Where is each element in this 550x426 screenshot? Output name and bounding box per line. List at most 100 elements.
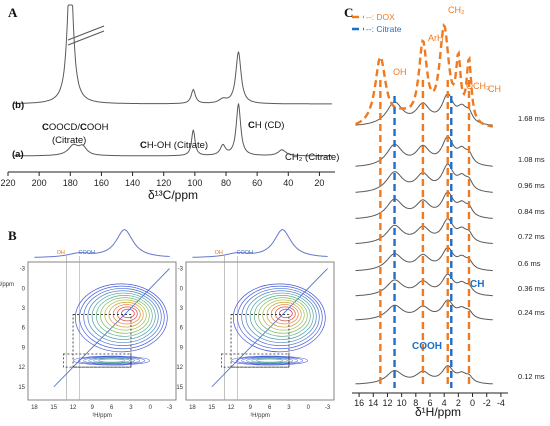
- panel-c-tick-label: 2: [456, 398, 461, 408]
- panel-b: 18 15 12 9 6 3 0 -3 -3 0 3 6 9 12 15 ¹H/ppm ¹H/ppm OH COOH…: [0, 229, 335, 419]
- contour-y-title: ¹H/ppm: [0, 282, 14, 288]
- contour-subplot: 18 15 12 9 6 3 0 -3 -3 0 3 6 9 12 15 ¹H/ppm ¹H/ppm OH COOH: [0, 229, 177, 419]
- panel-a-tick-label: 20: [314, 178, 324, 188]
- panel-label-c: C: [344, 5, 353, 20]
- panel-c-tick-label: -4: [497, 398, 505, 408]
- region-box-cross: [221, 353, 290, 368]
- contour-level: [253, 295, 311, 337]
- projection-trace: [192, 229, 328, 258]
- panel-c-tick-label: 6: [427, 398, 432, 408]
- contour-level: [79, 285, 165, 350]
- contour-ridge: [78, 356, 145, 365]
- mixing-time-label: 0.12 ms: [518, 372, 545, 381]
- peak-label-ch: CH: [488, 84, 501, 94]
- mixing-trace: [355, 135, 493, 167]
- contour-ridge: [256, 358, 283, 363]
- region-box: [72, 314, 132, 368]
- panel-a-tick-label: 120: [156, 178, 171, 188]
- spectrum-a: [14, 103, 332, 157]
- contour-y-tick: 0: [22, 286, 26, 292]
- panel-a-x-title: δ¹³C/ppm: [148, 188, 198, 202]
- panel-c: --: DOX --: Citrate 1.68 ms 1.08 ms 0.96 m…: [352, 5, 545, 419]
- panel-label-a: A: [8, 5, 18, 20]
- contour-frame: [27, 261, 177, 401]
- mixing-time-label: 1.08 ms: [518, 155, 545, 164]
- mixing-trace: [355, 163, 493, 193]
- contour-y-tick: 9: [22, 345, 26, 351]
- contour-ridge: [251, 358, 288, 363]
- oh-label: OH: [57, 250, 65, 256]
- spectrum-a-label: (a): [12, 149, 24, 160]
- peak-label-oh: OH: [393, 67, 407, 77]
- contour-level: [237, 285, 323, 350]
- contour-x-tick: 18: [31, 405, 38, 411]
- contour-x-tick: 12: [70, 405, 77, 411]
- cooh-label: COOH: [236, 250, 253, 256]
- contour-level: [116, 306, 138, 322]
- contour-y-tick: 3: [22, 306, 26, 312]
- panel-a-tick-label: 220: [0, 178, 15, 188]
- contour-y-tick: 15: [18, 385, 25, 391]
- contour-level: [91, 292, 156, 340]
- contour-x-tick: 9: [91, 405, 95, 411]
- contour-y-tick: 9: [180, 345, 184, 351]
- mixing-trace: [355, 273, 493, 297]
- contour-x-tick: 3: [129, 405, 133, 411]
- contour-x-tick: 6: [110, 405, 114, 411]
- contour-level: [87, 290, 159, 343]
- panel-a-tick-label: 40: [283, 178, 293, 188]
- contour-x-tick: 15: [208, 405, 215, 411]
- contour-level: [100, 297, 150, 334]
- contour-x-title: ¹H/ppm: [92, 413, 112, 419]
- annotation-coocd: COOCD/COOH: [42, 122, 109, 133]
- panel-c-tick-label: 0: [470, 398, 475, 408]
- axis-break-mark: [67, 25, 105, 41]
- diagonal-line: [53, 268, 170, 388]
- contour-x-tick: -3: [325, 405, 331, 411]
- contour-level: [121, 308, 135, 319]
- contour-ridge: [241, 356, 298, 365]
- peak-label-ch2: CH₂: [448, 5, 465, 15]
- peak-label-arh: ArH: [428, 33, 444, 43]
- contour-ridge: [246, 357, 293, 364]
- mixing-time-label: 0.6 ms: [518, 259, 541, 268]
- contour-y-tick: 6: [180, 326, 184, 332]
- contour-x-tick: 3: [287, 405, 291, 411]
- contour-y-tick: -3: [20, 267, 26, 273]
- contour-level: [258, 297, 308, 334]
- panel-a-tick-label: 200: [32, 178, 47, 188]
- contour-x-tick: 15: [50, 405, 57, 411]
- panel-label-b: B: [8, 228, 17, 243]
- contour-level: [74, 283, 168, 353]
- contour-x-tick: 12: [228, 405, 235, 411]
- mixing-trace: [355, 246, 493, 272]
- contour-ridge: [93, 358, 130, 363]
- mixing-trace: [355, 365, 493, 385]
- mixing-time-label: 0.72 ms: [518, 232, 545, 241]
- panel-a-tick-label: 100: [187, 178, 202, 188]
- panel-c-tick-label: 12: [382, 398, 392, 408]
- contour-ridge: [98, 358, 125, 363]
- contour-frame: [185, 261, 335, 401]
- contour-y-tick: 12: [176, 365, 183, 371]
- region-box: [230, 314, 290, 368]
- contour-level: [232, 283, 326, 353]
- legend-citrate-label: --: Citrate: [366, 24, 402, 34]
- axis-break-mark: [67, 30, 105, 46]
- contour-ridge: [231, 355, 308, 366]
- contour-level: [279, 308, 293, 319]
- annotation-citrate-1: (Citrate): [52, 135, 86, 146]
- mixing-time-label: 0.36 ms: [518, 284, 545, 293]
- mixing-time-label: 0.24 ms: [518, 308, 545, 317]
- contour-x-title: ¹H/ppm: [250, 413, 270, 419]
- contour-y-tick: 15: [176, 385, 183, 391]
- contour-ridge: [236, 356, 303, 365]
- contour-x-tick: 9: [249, 405, 253, 411]
- panel-c-tick-label: -2: [483, 398, 491, 408]
- annotation-ch2: CH₂ (Citrate): [285, 152, 339, 163]
- contour-y-tick: 12: [18, 365, 25, 371]
- peak-label-ch-citrate: CH: [470, 279, 484, 290]
- contour-x-tick: 0: [149, 405, 153, 411]
- panel-a-tick-label: 140: [125, 178, 140, 188]
- contour-level: [104, 299, 147, 331]
